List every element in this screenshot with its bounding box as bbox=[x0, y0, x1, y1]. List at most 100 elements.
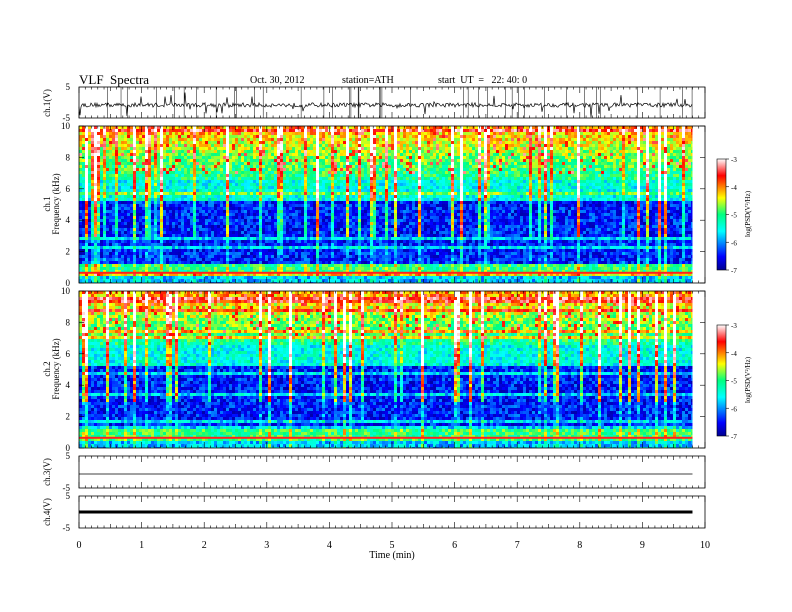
spectrogram-cell bbox=[190, 138, 193, 141]
spectrogram-cell bbox=[691, 150, 692, 153]
spectrogram-cell bbox=[580, 126, 583, 129]
spectrogram-cell bbox=[478, 138, 481, 141]
spectrogram-cell bbox=[247, 165, 250, 168]
spectrogram-cell bbox=[370, 168, 373, 171]
spectrogram-cell bbox=[625, 183, 628, 186]
spectrogram-cell bbox=[586, 180, 589, 183]
spectrogram-cell bbox=[466, 147, 469, 150]
spectrogram-cell bbox=[106, 156, 109, 159]
spectrogram-cell bbox=[550, 183, 553, 186]
spectrogram-cell bbox=[688, 129, 691, 132]
spectrogram-cell bbox=[148, 159, 151, 162]
spectrogram-cell bbox=[127, 129, 130, 132]
spectrogram-cell bbox=[199, 147, 202, 150]
spectrogram-cell bbox=[304, 186, 307, 189]
spectrogram-cell bbox=[301, 177, 304, 180]
spectrogram-cell bbox=[409, 168, 412, 171]
spectrogram-cell bbox=[643, 180, 646, 183]
spectrogram-cell bbox=[598, 147, 601, 150]
spectrogram-cell bbox=[115, 156, 118, 159]
spectrogram-cell bbox=[616, 132, 619, 135]
spectrogram-cell bbox=[667, 189, 670, 192]
spectrogram-cell bbox=[121, 165, 124, 168]
spectrogram-cell bbox=[325, 180, 328, 183]
spectrogram-cell bbox=[199, 141, 202, 144]
spectrogram-cell bbox=[175, 147, 178, 150]
spectrogram-cell bbox=[556, 150, 559, 153]
spectrogram-cell bbox=[247, 138, 250, 141]
spectrogram-cell bbox=[523, 159, 526, 162]
spectrogram-cell bbox=[679, 147, 682, 150]
spectrogram-cell bbox=[607, 138, 610, 141]
spectrogram-cell bbox=[469, 156, 472, 159]
spectrogram-cell bbox=[193, 180, 196, 183]
spectrogram-cell bbox=[670, 189, 673, 192]
spectrogram-cell bbox=[670, 159, 673, 162]
spectrogram-cell bbox=[616, 177, 619, 180]
spectrogram-cell bbox=[367, 177, 370, 180]
spectrogram-cell bbox=[202, 150, 205, 153]
spectrogram-cell bbox=[598, 183, 601, 186]
spectrogram-cell bbox=[103, 144, 106, 147]
spectrogram-cell bbox=[580, 168, 583, 171]
spectrogram-cell bbox=[538, 147, 541, 150]
spectrogram-cell bbox=[181, 180, 184, 183]
spectrogram-cell bbox=[670, 141, 673, 144]
spectrogram-cell bbox=[574, 126, 577, 129]
spectrogram-cell bbox=[472, 129, 475, 132]
spectrogram-cell bbox=[391, 165, 394, 168]
spectrogram-cell bbox=[178, 144, 181, 147]
spectrogram-cell bbox=[166, 189, 169, 192]
spectrogram-cell bbox=[289, 129, 292, 132]
spectrogram-cell bbox=[385, 186, 388, 189]
spectrogram-cell bbox=[304, 132, 307, 135]
spectrogram-cell bbox=[145, 195, 148, 198]
spectrogram-cell bbox=[409, 174, 412, 177]
spectrogram-cell bbox=[448, 192, 451, 195]
spectrogram-cell bbox=[364, 141, 367, 144]
spectrogram-cell bbox=[85, 165, 88, 168]
spectrogram-cell bbox=[364, 168, 367, 171]
spectrogram-cell bbox=[580, 186, 583, 189]
spectrogram-cell bbox=[358, 174, 361, 177]
spectrogram-cell bbox=[514, 162, 517, 165]
spectrogram-cell bbox=[250, 126, 253, 129]
spectrogram-cell bbox=[613, 135, 616, 138]
spectrogram-cell bbox=[220, 183, 223, 186]
spectrogram-cell bbox=[310, 165, 313, 168]
spectrogram-cell bbox=[121, 132, 124, 135]
spectrogram-cell bbox=[109, 192, 112, 195]
spectrogram-cell bbox=[451, 129, 454, 132]
spectrogram-cell bbox=[334, 144, 337, 147]
spectrogram-cell bbox=[328, 186, 331, 189]
spectrogram-cell bbox=[652, 132, 655, 135]
spectrogram-cell bbox=[679, 192, 682, 195]
spectrogram-cell bbox=[79, 153, 82, 156]
spectrogram-cell bbox=[328, 135, 331, 138]
spectrogram-cell bbox=[652, 156, 655, 159]
spectrogram-cell bbox=[271, 189, 274, 192]
spectrogram-cell bbox=[154, 165, 157, 168]
spectrogram-cell bbox=[472, 168, 475, 171]
spectrogram-cell bbox=[256, 126, 259, 129]
spectrogram-cell bbox=[442, 147, 445, 150]
spectrogram-cell bbox=[292, 138, 295, 141]
spectrogram-cell bbox=[487, 186, 490, 189]
spectrogram-cell bbox=[685, 168, 688, 171]
spectrogram-cell bbox=[103, 156, 106, 159]
spectrogram-cell bbox=[271, 138, 274, 141]
spectrogram-cell bbox=[379, 147, 382, 150]
spectrogram-cell bbox=[583, 129, 586, 132]
spectrogram-cell bbox=[649, 150, 652, 153]
spectrogram-cell bbox=[571, 177, 574, 180]
spectrogram-cell bbox=[514, 186, 517, 189]
spectrogram-cell bbox=[502, 174, 505, 177]
spectrogram-cell bbox=[196, 141, 199, 144]
spectrogram-cell bbox=[292, 162, 295, 165]
spectrogram-cell bbox=[469, 186, 472, 189]
spectrogram-cell bbox=[103, 183, 106, 186]
spectrogram-cell bbox=[130, 183, 133, 186]
spectrogram-cell bbox=[301, 132, 304, 135]
spectrogram-cell bbox=[283, 150, 286, 153]
spectrogram-cell bbox=[343, 153, 346, 156]
